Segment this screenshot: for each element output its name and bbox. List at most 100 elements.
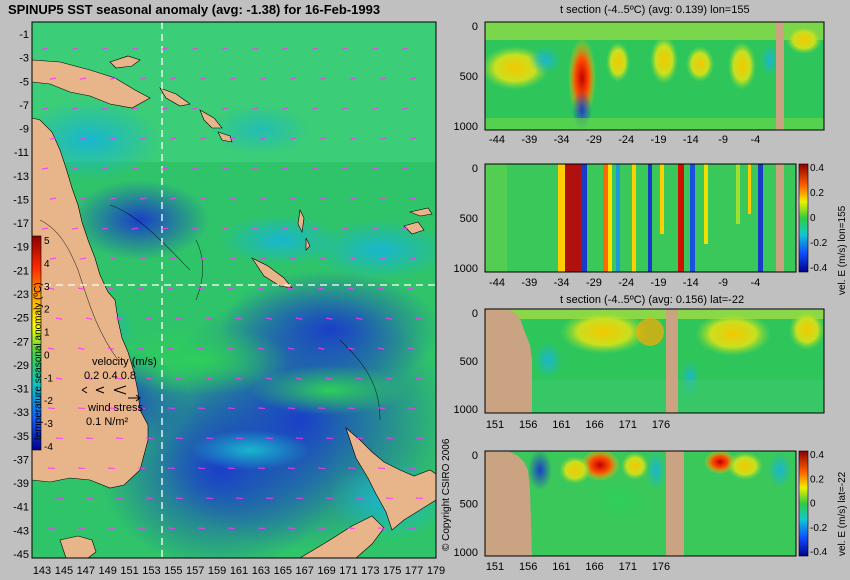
panel3-y-tick-label: 1000: [454, 404, 478, 416]
map-lon-tick-label: 173: [361, 565, 379, 577]
wind-arrow: [317, 347, 325, 350]
map-lon-ticks: 143 145 147 149 151 153 155 157 159 161 163 165 167 1…: [33, 565, 445, 577]
wind-arrow: [379, 257, 387, 260]
wind-arrow: [191, 167, 199, 170]
map-lon-tick-label: 151: [120, 565, 138, 577]
wind-arrow: [281, 107, 289, 110]
wind-arrow: [161, 167, 169, 170]
wind-arrow: [341, 107, 349, 110]
wind-arrow: [409, 197, 417, 200]
wind-arrow: [347, 287, 355, 290]
wind-arrow: [41, 107, 49, 110]
panel2-colorbar-tick-label: -0.4: [810, 263, 828, 274]
vel-colorbar-lon155: [798, 163, 809, 273]
section-panel-vel-lat22: [485, 451, 796, 556]
wind-arrow: [401, 107, 409, 110]
map-colorbar-tick-label: -4: [44, 442, 53, 453]
wind-arrow: [311, 227, 319, 230]
wind-arrow: [349, 77, 357, 80]
map-lat-tick-label: -27: [13, 336, 29, 348]
panel4-x-tick-label: 166: [585, 561, 603, 573]
panel2-colorbar-tick-label: 0.4: [810, 163, 824, 174]
wind-arrow: [289, 197, 297, 200]
map-lat-tick-label: -1: [19, 29, 29, 41]
wind-arrow: [199, 197, 207, 200]
wind-arrow: [257, 347, 265, 350]
wind-arrow: [221, 167, 229, 170]
wind-arrow: [251, 47, 259, 50]
wind-arrow: [311, 47, 319, 50]
wind-arrow: [41, 167, 49, 170]
wind-arrow: [377, 347, 385, 350]
wind-arrow: [199, 137, 207, 140]
panel2-x-tick-label: -29: [586, 277, 602, 289]
wind-arrow: [379, 197, 387, 200]
map-lat-tick-label: -35: [13, 431, 29, 443]
map-lat-tick-label: -43: [13, 525, 29, 537]
wind-arrow: [415, 317, 423, 320]
panel1-x-tick-label: -34: [554, 134, 570, 146]
panel1-x-tick-label: -14: [683, 134, 699, 146]
panel3-x-tick-label: 171: [619, 419, 637, 431]
map-colorbar-tick-label: 2: [44, 305, 50, 316]
map-lat-tick-label: -5: [19, 76, 29, 88]
wind-stress-scale: 0.1 N/m²: [86, 416, 129, 428]
wind-arrow: [295, 317, 303, 320]
wind-arrow: [251, 167, 259, 170]
panel1-title: t section (-4..5ºC) (avg: 0.139) lon=155: [560, 4, 750, 16]
land-new-caledonia: [251, 257, 293, 289]
map-lon-tick-label: 179: [427, 565, 445, 577]
wind-arrow: [71, 47, 79, 50]
map-lon-tick-label: 143: [33, 565, 51, 577]
wind-arrow: [101, 167, 109, 170]
map-lat-tick-label: -23: [13, 289, 29, 301]
map-lat-tick-label: -15: [13, 194, 29, 206]
land-mask-p4: [485, 451, 532, 556]
wind-arrow: [49, 137, 57, 140]
map-lat-tick-label: -25: [13, 313, 29, 325]
wind-arrow: [341, 167, 349, 170]
land-tasmania: [59, 535, 97, 558]
wind-arrow: [319, 137, 327, 140]
map-lat-tick-label: -41: [13, 502, 29, 514]
wind-arrow: [161, 107, 169, 110]
wind-arrow: [229, 137, 237, 140]
map-lon-tick-label: 161: [230, 565, 248, 577]
wind-arrow: [145, 377, 153, 380]
wind-arrow: [191, 107, 199, 110]
map-title: SPINUP5 SST seasonal anomaly (avg: -1.38…: [8, 2, 381, 17]
wind-arrow: [265, 377, 273, 380]
wind-arrow: [175, 377, 183, 380]
wind-arrow: [289, 137, 297, 140]
wind-arrow: [199, 77, 207, 80]
land-new-britain: [109, 55, 141, 69]
wind-arrow: [49, 257, 57, 260]
panel3-x-tick-label: 156: [519, 419, 537, 431]
panel4-x-tick-label: 161: [552, 561, 570, 573]
land-vanuatu: [297, 209, 311, 251]
wind-arrow: [161, 47, 169, 50]
wind-arrow: [265, 317, 273, 320]
map-colorbar-tick-label: 4: [44, 259, 50, 270]
land-fiji: [403, 207, 433, 235]
copyright-notice: © Copyright CSIRO 2006: [441, 438, 452, 551]
wind-arrow: [409, 257, 417, 260]
wind-arrow: [281, 167, 289, 170]
wind-arrow: [79, 77, 87, 80]
panel1-x-tick-label: -4: [751, 134, 761, 146]
panel4-colorbar-tick-label: 0.2: [810, 474, 824, 485]
wind-arrow: [139, 197, 147, 200]
section-panel-temp-lon155: [485, 22, 824, 130]
wind-arrow: [221, 107, 229, 110]
panel3-y-tick-label: 500: [460, 356, 478, 368]
wind-arrow: [317, 287, 325, 290]
wind-arrow: [287, 347, 295, 350]
land-new-zealand-south: [299, 515, 385, 558]
panel1-x-tick-label: -39: [521, 134, 537, 146]
wind-arrow: [355, 317, 363, 320]
map-lon-tick-label: 159: [208, 565, 226, 577]
wind-arrow: [169, 137, 177, 140]
panel2-y-tick-label: 0: [472, 163, 478, 175]
wind-arrow: [131, 47, 139, 50]
map-lat-tick-label: -37: [13, 454, 29, 466]
